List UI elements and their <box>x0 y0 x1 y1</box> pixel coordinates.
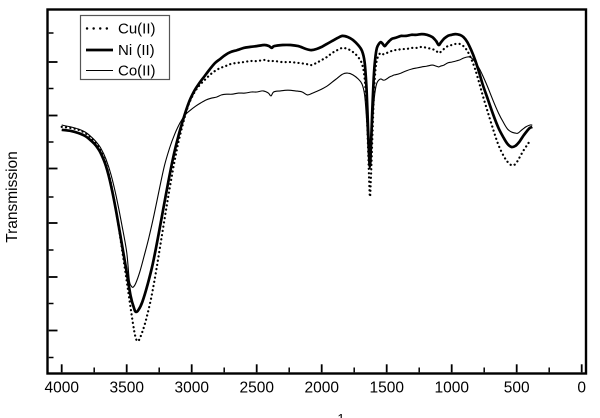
legend-box <box>79 14 171 81</box>
x-tick-label: 3000 <box>174 380 209 397</box>
legend: Cu(II) Ni (II) Co(II) <box>79 14 171 81</box>
x-tick-label: 1000 <box>434 380 469 397</box>
curve-ni-ii- <box>61 32 533 314</box>
x-tick-label: 4000 <box>44 380 79 397</box>
legend-label-ni: Ni (II) <box>118 42 155 59</box>
x-tick-label: 500 <box>504 380 530 397</box>
plot-border <box>46 8 588 375</box>
spectra-curves <box>60 32 533 343</box>
curve-co-ii- <box>61 56 533 288</box>
x-tick-label: 1500 <box>369 380 404 397</box>
x-axis-title-fragment: 1 <box>337 411 344 418</box>
legend-label-co: Co(II) <box>118 63 156 80</box>
x-tick-label: 0 <box>577 380 586 397</box>
x-tick-label: 2000 <box>304 380 339 397</box>
y-axis-title: Transmission <box>4 151 21 243</box>
x-tick-label: 3500 <box>109 380 144 397</box>
curve-cu-ii- <box>60 42 531 343</box>
legend-label-cu: Cu(II) <box>118 21 156 38</box>
x-axis-tick-labels: 4000 3500 3000 2500 2000 1500 1000 500 0 <box>44 380 586 397</box>
x-tick-label: 2500 <box>239 380 274 397</box>
plot-frame <box>46 8 588 375</box>
